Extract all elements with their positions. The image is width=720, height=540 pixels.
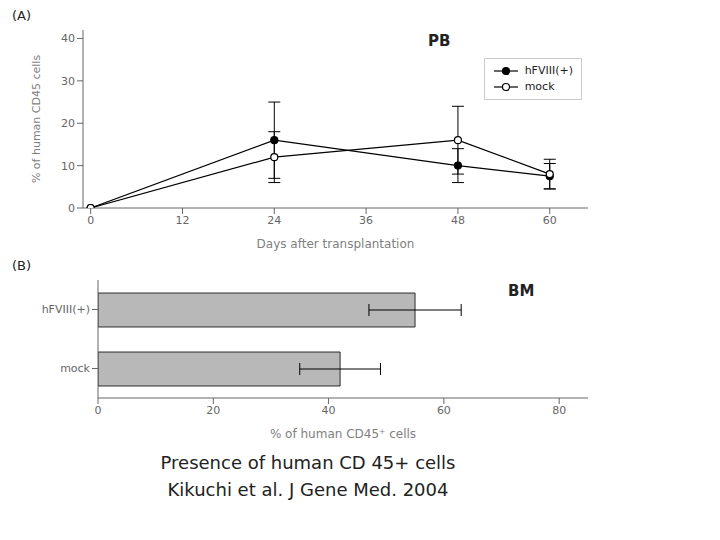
svg-text:20: 20 (61, 117, 75, 130)
svg-text:60: 60 (437, 404, 451, 417)
svg-text:hFVIII(+): hFVIII(+) (42, 303, 90, 316)
svg-text:40: 40 (61, 32, 75, 45)
svg-text:24: 24 (267, 214, 281, 227)
html-text:PB: PB (428, 32, 451, 50)
svg-text:mock: mock (60, 362, 90, 375)
svg-text:80: 80 (552, 404, 566, 417)
html-text:(A): (A) (12, 8, 31, 23)
html-text:Presence of human CD 45+ cells: Presence of human CD 45+ cells (160, 452, 456, 473)
svg-text:0: 0 (87, 214, 94, 227)
svg-text:60: 60 (543, 214, 557, 227)
svg-text:% of human CD45 cells: % of human CD45 cells (30, 55, 43, 183)
svg-text:30: 30 (61, 75, 75, 88)
svg-text:48: 48 (451, 214, 465, 227)
html-text:(B): (B) (12, 258, 32, 273)
svg-text:0: 0 (95, 404, 102, 417)
html-text:BM: BM (508, 282, 535, 300)
svg-text:% of human CD45⁺ cells: % of human CD45⁺ cells (270, 427, 416, 441)
svg-text:12: 12 (175, 214, 189, 227)
html-text:Kikuchi et al. J Gene Med. 200: Kikuchi et al. J Gene Med. 2004 (167, 479, 449, 500)
svg-text:20: 20 (206, 404, 220, 417)
svg-text:10: 10 (61, 160, 75, 173)
html-text:hFVIII(+): hFVIII(+) (524, 64, 573, 77)
svg-text:0: 0 (68, 202, 75, 215)
html-text:mock: mock (524, 80, 555, 93)
svg-text:36: 36 (359, 214, 373, 227)
svg-text:Days after transplantation: Days after transplantation (257, 237, 415, 251)
svg-text:40: 40 (322, 404, 336, 417)
